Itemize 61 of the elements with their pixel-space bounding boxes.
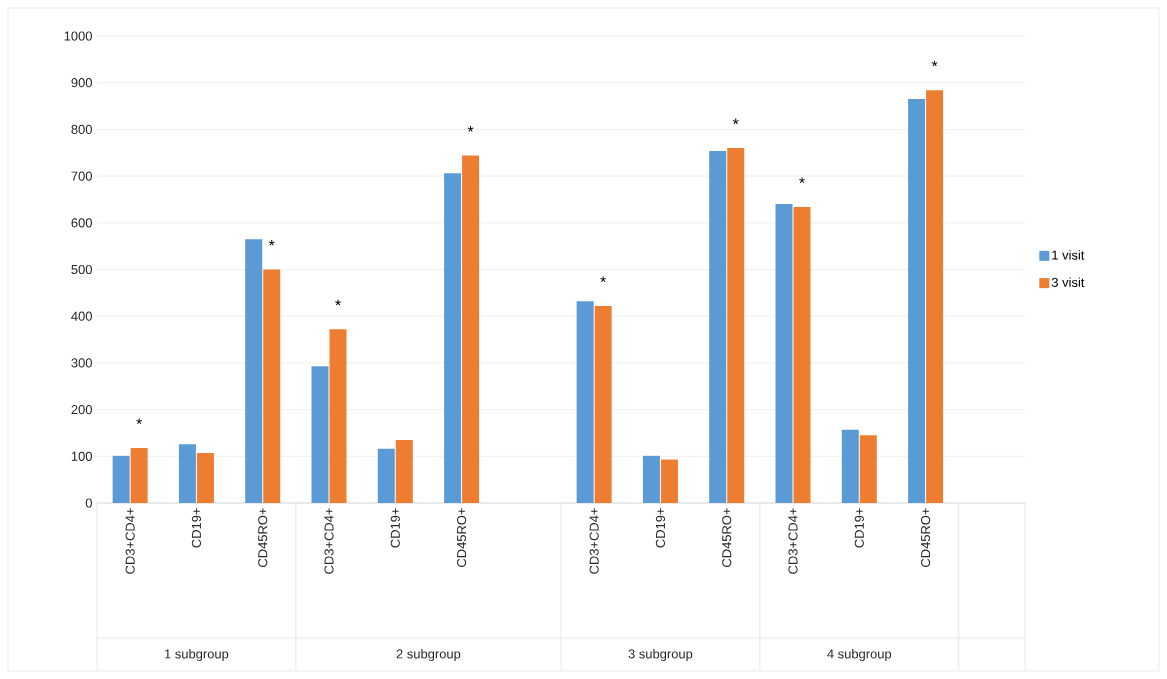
bar bbox=[245, 239, 263, 503]
bar bbox=[841, 429, 859, 503]
y-tick-label: 100 bbox=[71, 451, 92, 461]
bar bbox=[395, 439, 413, 503]
y-tick-label: 900 bbox=[71, 78, 92, 88]
bar bbox=[926, 90, 944, 503]
bar bbox=[377, 448, 395, 503]
bar bbox=[793, 206, 811, 503]
annotation: * bbox=[732, 118, 739, 125]
bar bbox=[727, 148, 745, 503]
annotation: * bbox=[335, 299, 341, 306]
x-tick-label: CD3+CD4+ bbox=[324, 508, 334, 574]
legend-label: 1 visit bbox=[1052, 250, 1085, 260]
bar bbox=[178, 444, 196, 503]
x-tick-label: CD3+CD4+ bbox=[125, 508, 135, 574]
text: 4 subgroup bbox=[827, 648, 892, 662]
text: 3 subgroup bbox=[628, 648, 693, 662]
text: 1 subgroup bbox=[165, 648, 229, 662]
bar bbox=[196, 453, 214, 503]
annotation: * bbox=[467, 126, 474, 132]
y-tick-label: 300 bbox=[71, 358, 92, 368]
x-tick-label: CD19+ bbox=[390, 508, 400, 548]
bar bbox=[329, 329, 347, 503]
legend-label: 3 visit bbox=[1051, 277, 1085, 287]
bar bbox=[859, 435, 877, 503]
y-tick-label: 0 bbox=[85, 498, 92, 508]
bar bbox=[709, 150, 727, 503]
bar bbox=[908, 99, 926, 503]
annotation: * bbox=[268, 240, 275, 246]
bar bbox=[263, 269, 281, 503]
bar bbox=[444, 173, 462, 503]
x-tick-label: CD19+ bbox=[191, 508, 202, 548]
bar bbox=[130, 447, 148, 503]
bar bbox=[462, 155, 480, 503]
bar bbox=[594, 305, 612, 503]
x-tick-label: CD19+ bbox=[854, 508, 864, 548]
annotation: * bbox=[931, 60, 938, 67]
y-tick-label: 600 bbox=[71, 218, 92, 228]
y-tick-label: 400 bbox=[71, 311, 92, 321]
bar bbox=[775, 204, 793, 503]
bar bbox=[576, 301, 594, 503]
bar bbox=[642, 455, 660, 503]
x-tick-label: CD19+ bbox=[655, 508, 666, 548]
annotation: * bbox=[600, 276, 606, 283]
x-tick-label: CD45RO+ bbox=[920, 508, 931, 567]
y-tick-label: 800 bbox=[71, 124, 92, 134]
y-tick-label: 1000 bbox=[64, 31, 92, 41]
y-tick-label: 200 bbox=[71, 405, 92, 415]
y-tick-label: 700 bbox=[71, 171, 92, 181]
x-tick-label: CD45RO+ bbox=[456, 508, 467, 567]
bar bbox=[660, 459, 678, 503]
x-tick-label: CD45RO+ bbox=[258, 508, 268, 567]
y-tick-label: 500 bbox=[71, 264, 92, 275]
annotation: * bbox=[799, 177, 805, 184]
text: 2 subgroup bbox=[396, 648, 461, 662]
x-tick-label: CD45RO+ bbox=[722, 508, 732, 567]
bar bbox=[112, 455, 130, 503]
x-tick-label: CD3+CD4+ bbox=[589, 508, 599, 574]
x-tick-label: CD3+CD4+ bbox=[788, 508, 798, 574]
annotation: * bbox=[136, 418, 142, 424]
bar bbox=[311, 366, 329, 503]
